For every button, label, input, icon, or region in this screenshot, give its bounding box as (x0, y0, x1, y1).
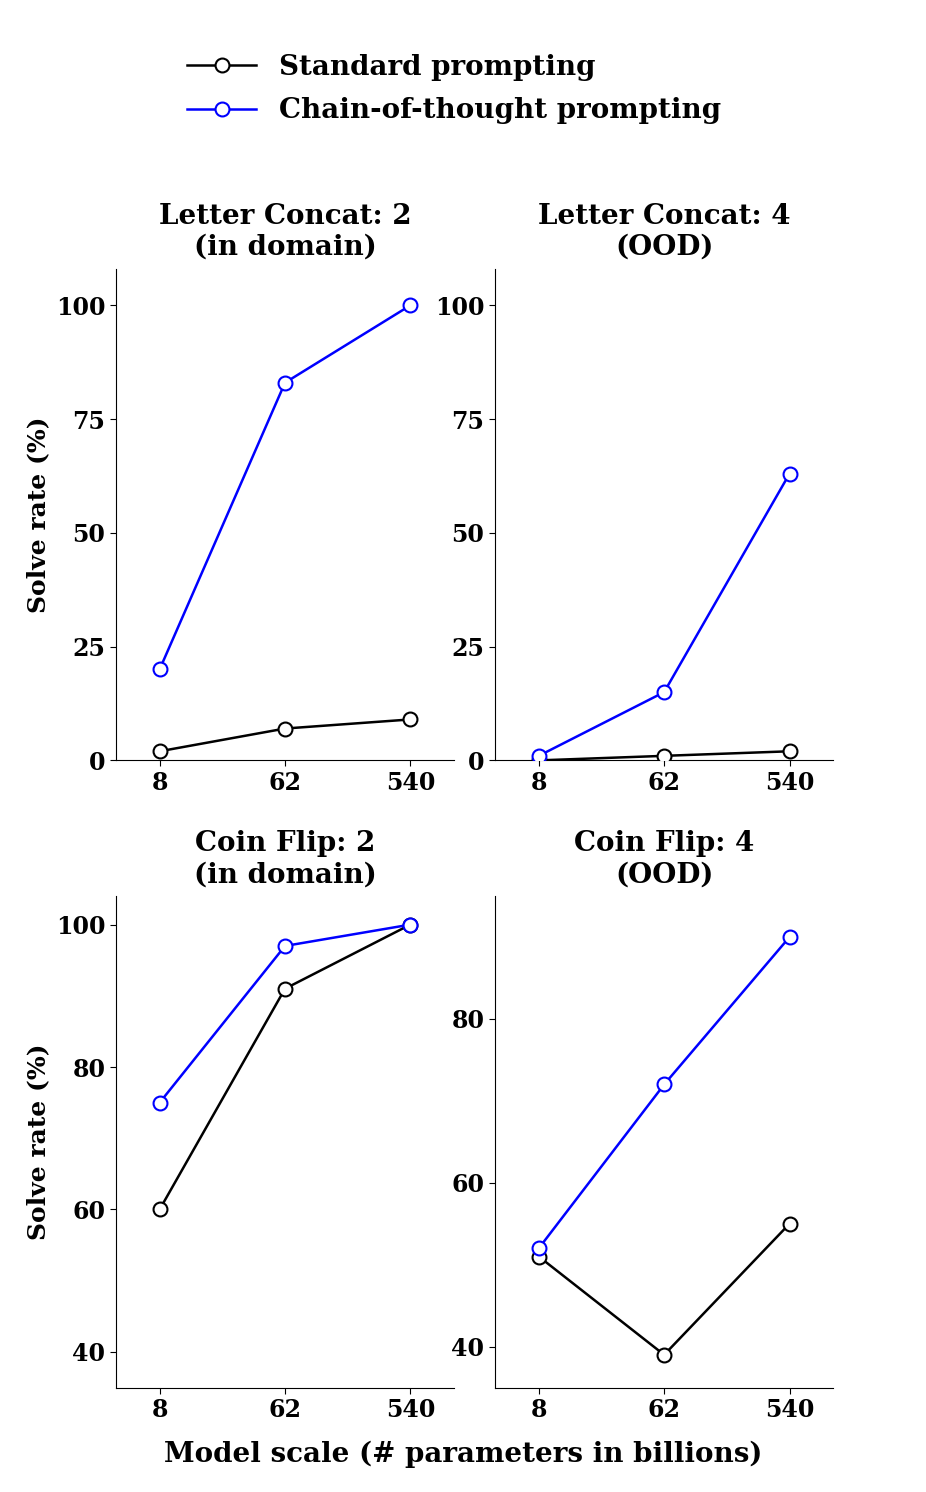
Title: Letter Concat: 4
(OOD): Letter Concat: 4 (OOD) (538, 203, 791, 261)
Title: Letter Concat: 2
(in domain): Letter Concat: 2 (in domain) (158, 203, 411, 261)
Title: Coin Flip: 4
(OOD): Coin Flip: 4 (OOD) (574, 830, 755, 888)
Title: Coin Flip: 2
(in domain): Coin Flip: 2 (in domain) (194, 830, 376, 888)
Y-axis label: Solve rate (%): Solve rate (%) (26, 1043, 50, 1240)
Y-axis label: Solve rate (%): Solve rate (%) (26, 416, 50, 613)
Legend: Standard prompting, Chain-of-thought prompting: Standard prompting, Chain-of-thought pro… (187, 54, 720, 124)
Text: Model scale (# parameters in billions): Model scale (# parameters in billions) (164, 1441, 762, 1468)
